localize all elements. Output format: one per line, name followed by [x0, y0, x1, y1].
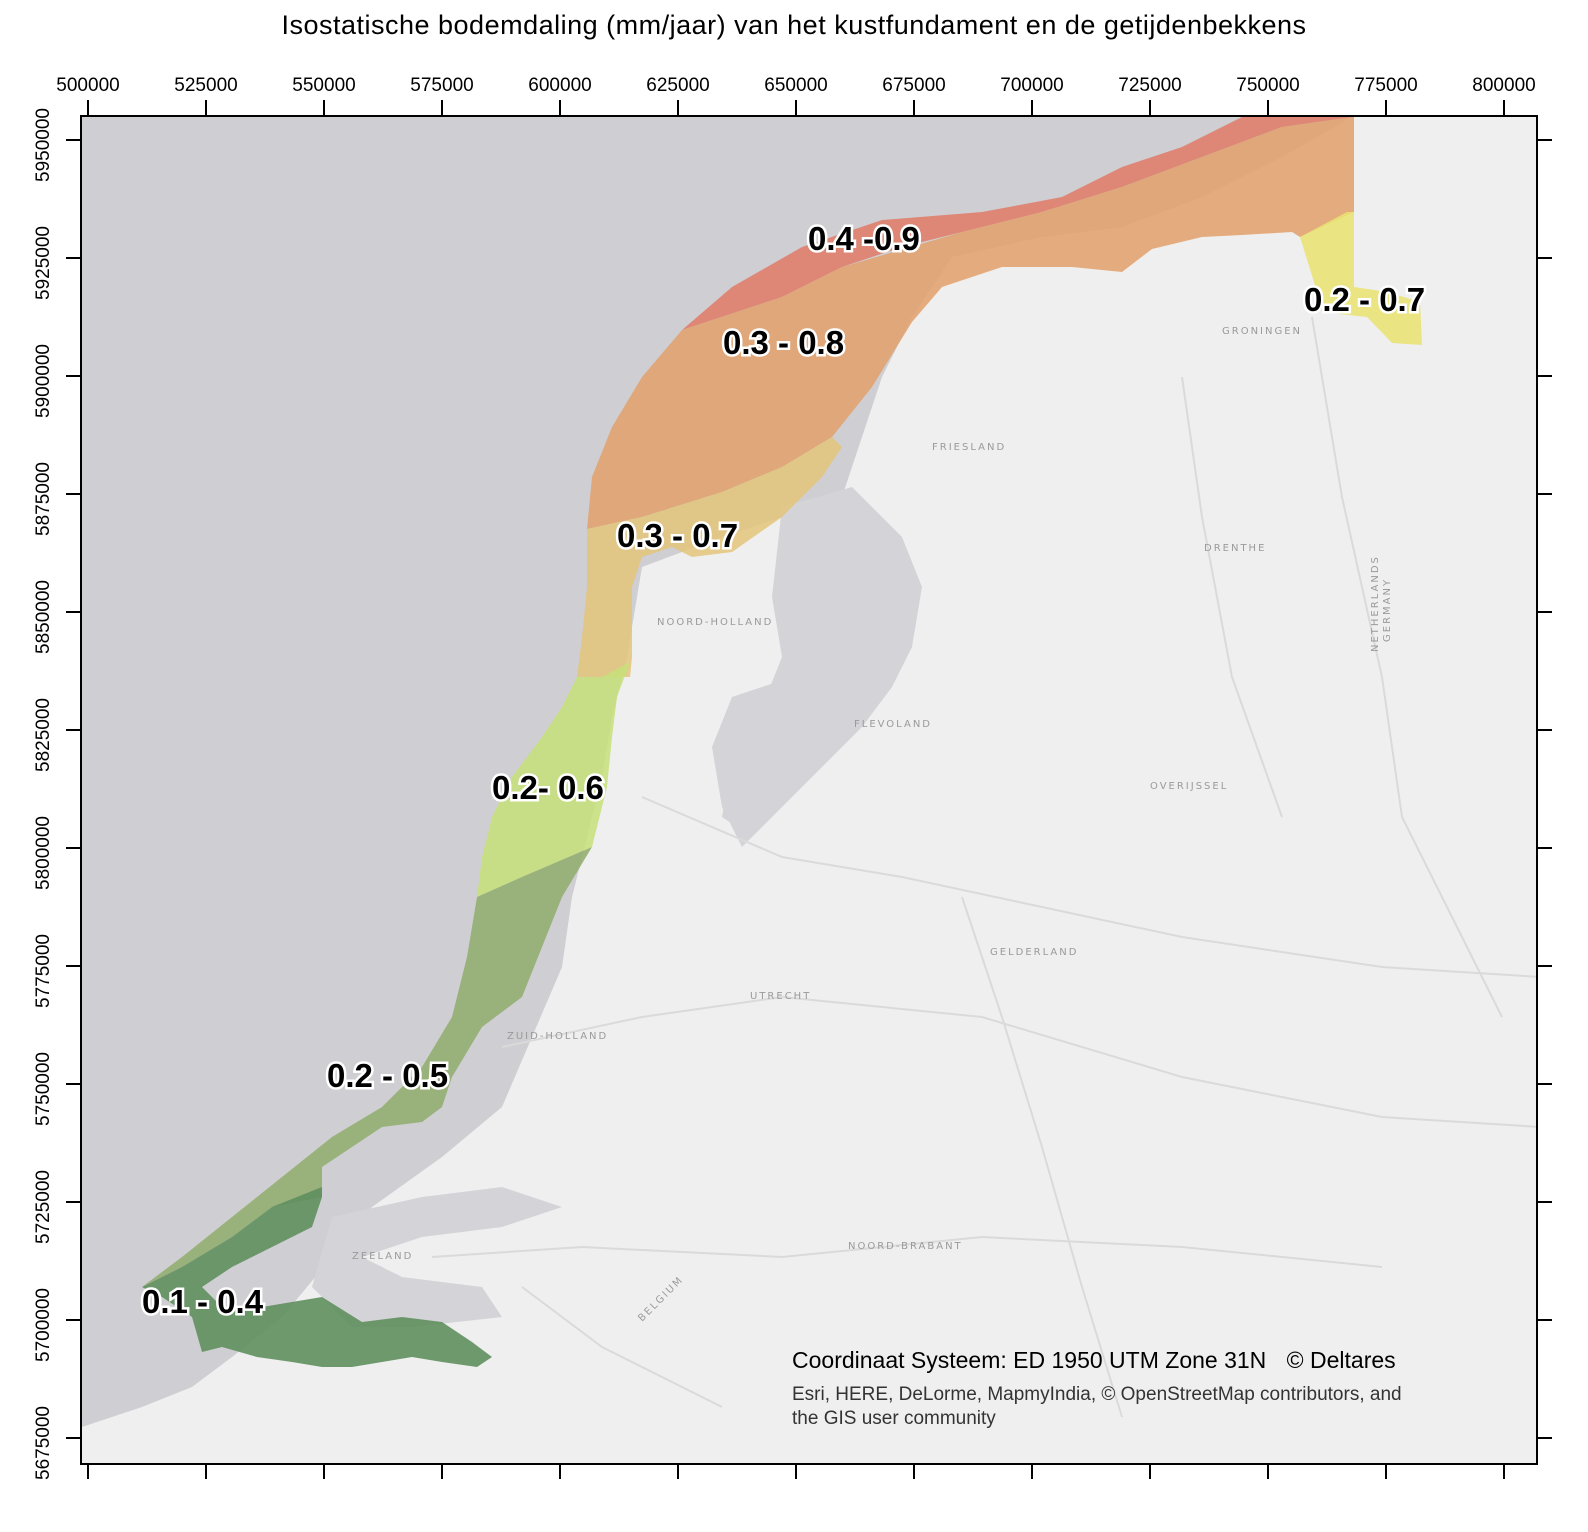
- coordinate-system-text: Coordinaat Systeem: ED 1950 UTM Zone 31N…: [792, 1347, 1396, 1374]
- province-label: NETHERLANDS: [1370, 555, 1381, 652]
- map-canvas[interactable]: GRONINGEN FRIESLAND DRENTHE NOORD-HOLLAN…: [82, 117, 1538, 1465]
- y-tick-label: 5700000: [33, 1288, 54, 1362]
- province-label: NOORD-HOLLAND: [657, 617, 773, 628]
- x-tick-label: 600000: [528, 75, 592, 96]
- y-tick-label: 5900000: [33, 344, 54, 418]
- zone-polygon-0.2-0.6: [477, 662, 630, 897]
- x-tick-label: 500000: [56, 75, 120, 96]
- basemap-lines: [431, 316, 1536, 1418]
- y-tick-label: 5825000: [33, 698, 54, 772]
- zone-polygon-0.1-0.4: [142, 1187, 492, 1367]
- province-label: FLEVOLAND: [854, 719, 932, 730]
- province-label: NOORD-BRABANT: [848, 1241, 963, 1252]
- y-tick-label: 5675000: [33, 1406, 54, 1480]
- province-label: DRENTHE: [1204, 543, 1266, 554]
- x-tick-label: 800000: [1472, 75, 1536, 96]
- zeeland-water: [312, 1187, 562, 1327]
- province-label: ZEELAND: [352, 1251, 413, 1262]
- zone-label: 0.2 - 0.5: [327, 1057, 448, 1094]
- zone-label: 0.1 - 0.4: [142, 1283, 264, 1320]
- zone-polygon-0.3-0.7: [577, 437, 842, 677]
- province-label: ZUID-HOLLAND: [507, 1031, 608, 1042]
- y-tick-label: 5850000: [33, 580, 54, 654]
- x-tick-label: 675000: [882, 75, 946, 96]
- attribution-line: Esri, HERE, DeLorme, MapmyIndia, © OpenS…: [792, 1384, 1402, 1405]
- x-tick-label: 575000: [410, 75, 474, 96]
- zone-polygon-0.2-0.5: [142, 847, 592, 1287]
- x-tick-label: 625000: [646, 75, 710, 96]
- zone-label: 0.4 -0.9: [808, 220, 920, 257]
- x-tick-label: 775000: [1354, 75, 1418, 96]
- copyright-label: © Deltares: [1286, 1347, 1396, 1373]
- y-tick-label: 5950000: [33, 108, 54, 182]
- basemap-attribution: Esri, HERE, DeLorme, MapmyIndia, © OpenS…: [792, 1383, 1402, 1431]
- map-frame[interactable]: GRONINGEN FRIESLAND DRENTHE NOORD-HOLLAN…: [80, 115, 1538, 1465]
- zone-label: 0.2- 0.6: [492, 769, 604, 806]
- zone-polygon-0.2-0.7: [1300, 212, 1422, 345]
- zone-polygon-0.3-0.8: [587, 117, 1354, 529]
- x-tick-label: 525000: [174, 75, 238, 96]
- markermeer-water: [712, 677, 822, 847]
- province-label: OVERIJSSEL: [1150, 781, 1228, 792]
- y-tick-label: 5725000: [33, 1170, 54, 1244]
- y-tick-label: 5800000: [33, 816, 54, 890]
- province-label: GELDERLAND: [990, 947, 1078, 958]
- province-label: UTRECHT: [750, 991, 811, 1002]
- zone-label: 0.2 - 0.7: [1304, 281, 1425, 318]
- sea-area: [82, 117, 1536, 1427]
- y-tick-label: 5875000: [33, 462, 54, 536]
- map-title: Isostatische bodemdaling (mm/jaar) van h…: [281, 10, 1307, 40]
- x-tick-label: 650000: [764, 75, 828, 96]
- x-tick-label: 550000: [292, 75, 356, 96]
- province-label: GRONINGEN: [1222, 326, 1302, 337]
- province-label: GERMANY: [1382, 578, 1393, 642]
- y-tick-label: 5925000: [33, 226, 54, 300]
- x-tick-label: 725000: [1118, 75, 1182, 96]
- zone-label: 0.3 - 0.7: [617, 517, 738, 554]
- y-tick-label: 5750000: [33, 1052, 54, 1126]
- province-label: FRIESLAND: [932, 442, 1006, 453]
- zone-label: 0.3 - 0.8: [723, 324, 844, 361]
- attribution-line: the GIS user community: [792, 1408, 996, 1429]
- x-tick-label: 700000: [1000, 75, 1064, 96]
- y-tick-label: 5775000: [33, 934, 54, 1008]
- coordinate-system-label: Coordinaat Systeem: ED 1950 UTM Zone 31N: [792, 1347, 1267, 1373]
- x-tick-label: 750000: [1236, 75, 1300, 96]
